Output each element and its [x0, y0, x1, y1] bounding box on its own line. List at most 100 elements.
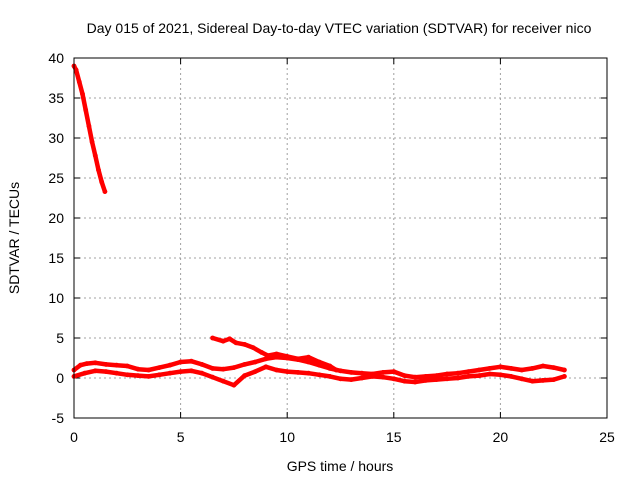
data-point [498, 364, 503, 370]
data-point [96, 167, 101, 173]
data-point [92, 368, 98, 374]
data-point [220, 338, 226, 344]
data-point [167, 370, 173, 376]
data-point [348, 377, 354, 382]
data-point [380, 374, 386, 380]
y-tick-label: 10 [48, 290, 64, 306]
x-tick-label: 5 [177, 429, 185, 445]
data-point [84, 361, 90, 366]
data-point [178, 369, 184, 374]
data-point [562, 367, 567, 373]
data-point [199, 362, 205, 367]
data-point [306, 370, 311, 376]
data-point [99, 179, 105, 185]
data-point [338, 376, 343, 382]
data-point [359, 370, 365, 376]
data-point [242, 373, 248, 378]
data-point [103, 369, 109, 374]
data-point [412, 379, 418, 385]
data-point [327, 374, 333, 379]
data-point [167, 362, 173, 368]
data-point [252, 359, 258, 365]
y-tick-label: -5 [52, 410, 65, 426]
data-point [265, 353, 271, 358]
data-point [466, 374, 471, 379]
data-point [333, 367, 339, 373]
data-point [156, 365, 162, 370]
data-point [146, 374, 152, 379]
data-point [380, 370, 386, 375]
data-point [476, 373, 482, 378]
data-point [487, 366, 493, 371]
data-point [114, 362, 119, 368]
data-point [327, 363, 333, 369]
data-point [402, 378, 407, 384]
data-point [92, 360, 98, 366]
y-axis-label: SDTVAR / TECUs [6, 182, 22, 294]
data-point [135, 373, 141, 378]
data-point [434, 377, 439, 382]
x-tick-label: 0 [70, 429, 78, 445]
data-point [89, 139, 95, 145]
data-point [263, 364, 269, 370]
data-point [423, 378, 429, 383]
y-tick-label: 25 [48, 170, 64, 186]
data-point [114, 370, 119, 376]
data-point [551, 365, 557, 370]
data-point [402, 373, 407, 378]
x-tick-label: 20 [493, 429, 509, 445]
data-point [455, 370, 461, 376]
data-point [146, 367, 152, 373]
data-point [80, 91, 85, 97]
data-point [444, 376, 450, 382]
data-point [210, 335, 216, 341]
y-tick-label: 40 [48, 50, 64, 66]
data-point [188, 358, 194, 364]
data-point [83, 107, 89, 113]
data-point [220, 366, 226, 372]
y-tick-label: 20 [48, 210, 64, 226]
data-point [284, 369, 290, 374]
data-point [316, 372, 322, 378]
data-point [231, 382, 237, 388]
data-point [103, 362, 109, 367]
series-line-early-decay [71, 63, 108, 194]
data-point [82, 370, 88, 376]
data-point [434, 373, 439, 378]
data-point [135, 366, 141, 372]
data-point [233, 340, 239, 346]
x-tick-label: 10 [279, 429, 295, 445]
data-point [78, 362, 83, 368]
data-point [466, 369, 471, 374]
data-point [370, 374, 375, 379]
data-point [306, 354, 311, 360]
data-point [231, 365, 237, 370]
data-point [250, 345, 256, 350]
data-point [156, 372, 162, 378]
data-point [178, 359, 184, 365]
data-point [124, 372, 130, 378]
y-tick-label: 0 [56, 370, 64, 386]
data-point [338, 368, 343, 374]
data-point [220, 378, 226, 384]
data-point [530, 378, 535, 384]
y-tick-label: 15 [48, 250, 64, 266]
data-point [242, 362, 248, 367]
data-point [359, 375, 365, 381]
data-point [316, 359, 322, 365]
y-tick-label: 35 [48, 90, 64, 106]
data-point [306, 359, 311, 365]
data-point [540, 363, 546, 369]
x-tick-label: 25 [599, 429, 615, 445]
data-point [92, 153, 98, 159]
data-point [391, 369, 397, 374]
data-point [455, 375, 461, 381]
data-point [476, 367, 482, 373]
y-tick-label: 5 [56, 330, 64, 346]
data-point [562, 374, 567, 379]
data-point [227, 336, 233, 342]
data-point [259, 350, 264, 355]
data-point [540, 378, 546, 383]
data-point [444, 371, 450, 377]
